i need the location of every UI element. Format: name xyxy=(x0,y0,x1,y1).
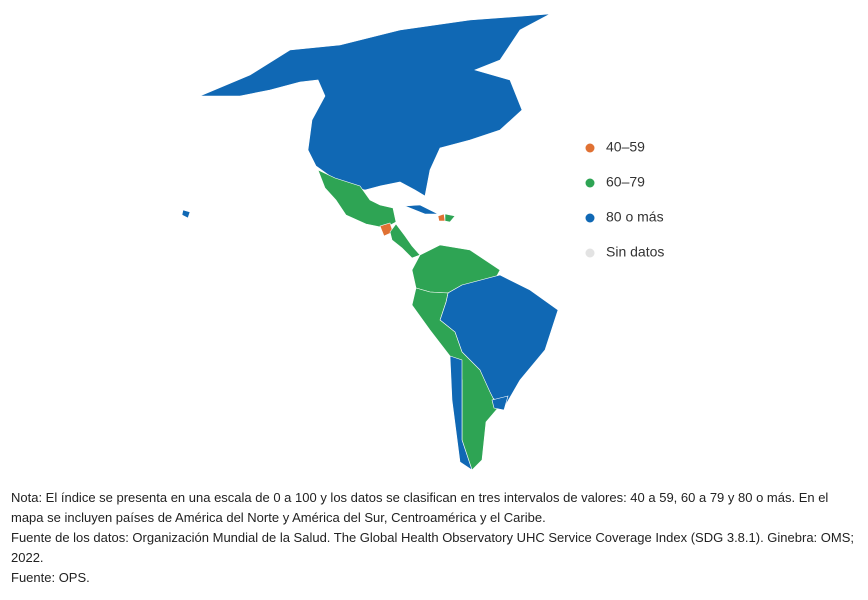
hawaii xyxy=(181,209,191,219)
dominican-republic xyxy=(444,213,456,223)
legend-swatch xyxy=(585,248,595,258)
note: Fuente de los datos: Organización Mundia… xyxy=(11,530,855,565)
note: Fuente: OPS. xyxy=(11,570,90,585)
legend-swatch xyxy=(585,143,595,153)
legend-label: 80 o más xyxy=(606,209,664,225)
legend-label: 40–59 xyxy=(606,139,645,155)
legend-label: Sin datos xyxy=(606,244,664,260)
regions xyxy=(181,13,559,471)
legend-label: 60–79 xyxy=(606,174,645,190)
uruguay xyxy=(491,395,509,411)
legend: 40–59 60–79 80 o más Sin datos xyxy=(585,139,664,260)
map: 40–59 60–79 80 o más Sin datos xyxy=(181,13,664,471)
haiti xyxy=(437,213,446,222)
notes: Nota: El índice se presenta en una escal… xyxy=(11,488,857,588)
north-america xyxy=(199,13,551,197)
legend-swatch xyxy=(585,213,595,223)
chile xyxy=(449,355,473,471)
mexico xyxy=(317,169,397,229)
note: Nota: El índice se presenta en una escal… xyxy=(11,490,829,525)
legend-swatch xyxy=(585,178,595,188)
cuba xyxy=(404,204,439,215)
central-america xyxy=(389,223,421,259)
